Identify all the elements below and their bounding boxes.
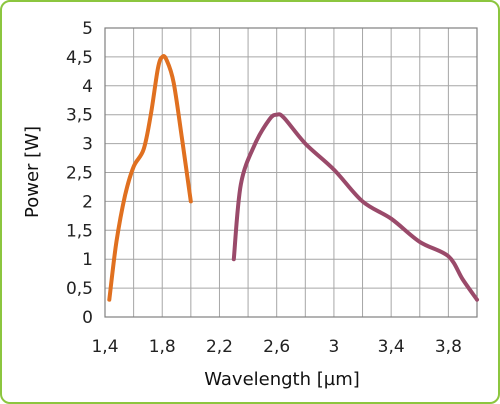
y-tick-label: 4,5 — [66, 48, 93, 68]
x-tick-label: 2,2 — [206, 337, 233, 357]
x-tick-label: 3,4 — [378, 337, 405, 357]
x-axis-ticks: 1,4 1,8 2,2 2,6 3 3,4 3,8 — [91, 337, 461, 357]
y-tick-label: 0,5 — [66, 279, 93, 299]
series-line-2 — [231, 112, 479, 302]
y-tick-label: 4 — [82, 77, 93, 97]
y-tick-label: 2,5 — [66, 164, 93, 184]
y-axis-ticks: 0 0,5 1 1,5 2 2,5 3 3,5 4 4,5 5 — [66, 19, 93, 328]
y-tick-label: 1 — [82, 250, 93, 270]
grid — [104, 27, 478, 318]
series-line-1 — [107, 54, 193, 302]
x-tick-label: 3 — [329, 337, 340, 357]
x-tick-label: 3,8 — [435, 337, 462, 357]
series-lines — [107, 54, 479, 302]
plot-area — [104, 27, 478, 318]
y-tick-label: 5 — [82, 19, 93, 39]
y-tick-label: 3,5 — [66, 106, 93, 126]
y-tick-label: 0 — [82, 308, 93, 328]
x-tick-label: 2,6 — [263, 337, 290, 357]
y-tick-label: 1,5 — [66, 221, 93, 241]
y-tick-label: 2 — [82, 192, 93, 212]
x-tick-label: 1,4 — [91, 337, 118, 357]
x-axis-label: Wavelength [µm] — [204, 369, 360, 390]
y-tick-label: 3 — [82, 135, 93, 155]
y-axis-label: Power [W] — [22, 126, 43, 218]
x-tick-label: 1,8 — [149, 337, 176, 357]
plot-border — [104, 27, 478, 318]
